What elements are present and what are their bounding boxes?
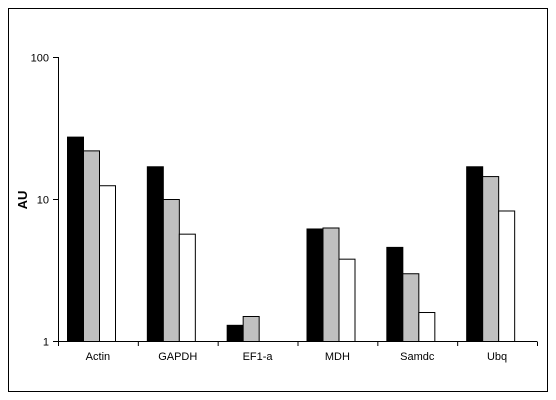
bar-series-1-samdc	[386, 246, 404, 342]
bar-series-1-actin	[67, 136, 84, 342]
x-tick-label-ubq: Ubq	[487, 351, 507, 363]
x-tick-label-samdc: Samdc	[400, 351, 435, 363]
bar-series-1-ubq	[466, 166, 484, 342]
bar-series-3-samdc	[418, 312, 436, 342]
bar-series-2-gapdh	[162, 199, 180, 342]
bar-series-1-ef1-a	[226, 324, 244, 342]
y-axis-title: AU	[15, 191, 30, 210]
x-tick-label-mdh: MDH	[325, 351, 350, 363]
plot-area: 1 10 100 Actin GAPDH EF1-a MDH Samdc Ubq	[31, 53, 538, 363]
bar-series-2-ef1-a	[242, 315, 260, 343]
bar-series-1-mdh	[306, 228, 324, 342]
x-tick-label-gapdh: GAPDH	[158, 351, 197, 363]
y-tick-label-10: 10	[37, 195, 49, 207]
y-tick-label-1: 1	[43, 337, 49, 349]
bar-series-2-ubq	[482, 176, 500, 342]
x-tick-label-actin: Actin	[86, 351, 110, 363]
bar-series-2-mdh	[322, 227, 340, 342]
bar-series-3-ubq	[498, 210, 516, 342]
x-tick-label-ef1-a: EF1-a	[243, 351, 274, 363]
bar-series-3-mdh	[338, 258, 356, 342]
bar-series-2-actin	[83, 150, 100, 342]
bar-series-3-actin	[99, 185, 116, 342]
bar-series-2-samdc	[402, 273, 420, 342]
y-tick-label-100: 100	[31, 53, 49, 65]
bar-series-3-gapdh	[178, 233, 196, 342]
bar-series-1-gapdh	[146, 166, 164, 342]
